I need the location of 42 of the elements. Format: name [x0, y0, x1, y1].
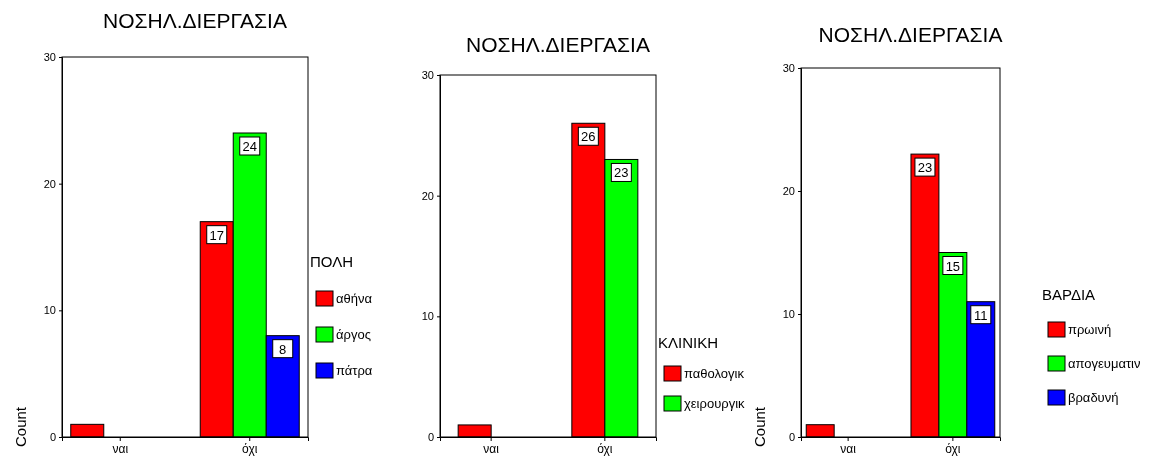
legend-label: πρωινή [1068, 322, 1112, 337]
data-label: 11 [974, 307, 988, 323]
x-tick-label: ναι [112, 441, 129, 456]
data-label: 26 [581, 129, 596, 145]
legend-title: ΒΑΡΔΙΑ [1042, 286, 1096, 303]
data-label: 24 [242, 139, 257, 154]
legend-label: παθολογικ [684, 366, 745, 381]
y-tick-label: 0 [427, 431, 434, 444]
x-tick-label: όχι [945, 441, 961, 456]
y-tick-label: 20 [421, 189, 434, 202]
y-tick-label: 0 [788, 431, 795, 444]
y-tick-label: 10 [782, 308, 795, 321]
legend-label: βραδυνή [1068, 390, 1119, 405]
y-tick-label: 20 [43, 177, 56, 190]
y-tick-label: 30 [782, 62, 795, 75]
legend-title: ΠΟΛΗ [310, 253, 354, 270]
y-tick-label: 10 [43, 304, 56, 317]
y-tick-label: 10 [421, 310, 434, 323]
legend-label: απογευματιν [1068, 356, 1141, 371]
y-axis-title: Count [12, 406, 29, 448]
chart-title: ΝΟΣΗΛ.ΔΙΕΡΓΑΣΙΑ [466, 33, 650, 56]
data-label: 8 [279, 341, 287, 357]
y-tick-label: 30 [421, 69, 434, 82]
legend-label: άργος [336, 327, 371, 342]
legend-label: αθήνα [336, 291, 373, 306]
x-tick-label: ναι [483, 441, 500, 456]
data-label: 23 [917, 160, 933, 176]
data-label: 23 [614, 165, 629, 181]
data-label: 17 [209, 227, 224, 243]
chart-title: ΝΟΣΗΛ.ΔΙΕΡΓΑΣΙΑ [818, 23, 1003, 46]
y-tick-label: 30 [43, 51, 56, 64]
y-axis-title: Count [751, 406, 768, 448]
x-tick-label: όχι [597, 441, 613, 456]
x-tick-label: ναι [840, 441, 857, 456]
x-tick-label: όχι [242, 441, 258, 456]
data-label: 15 [945, 258, 961, 274]
legend-title: ΚΛΙΝΙΚΗ [658, 334, 719, 351]
legend-label: χειρουργικ [684, 396, 746, 411]
chart-title: ΝΟΣΗΛ.ΔΙΕΡΓΑΣΙΑ [103, 9, 287, 32]
legend-label: πάτρα [336, 363, 373, 378]
y-tick-label: 0 [49, 431, 56, 444]
y-tick-label: 20 [782, 185, 795, 198]
